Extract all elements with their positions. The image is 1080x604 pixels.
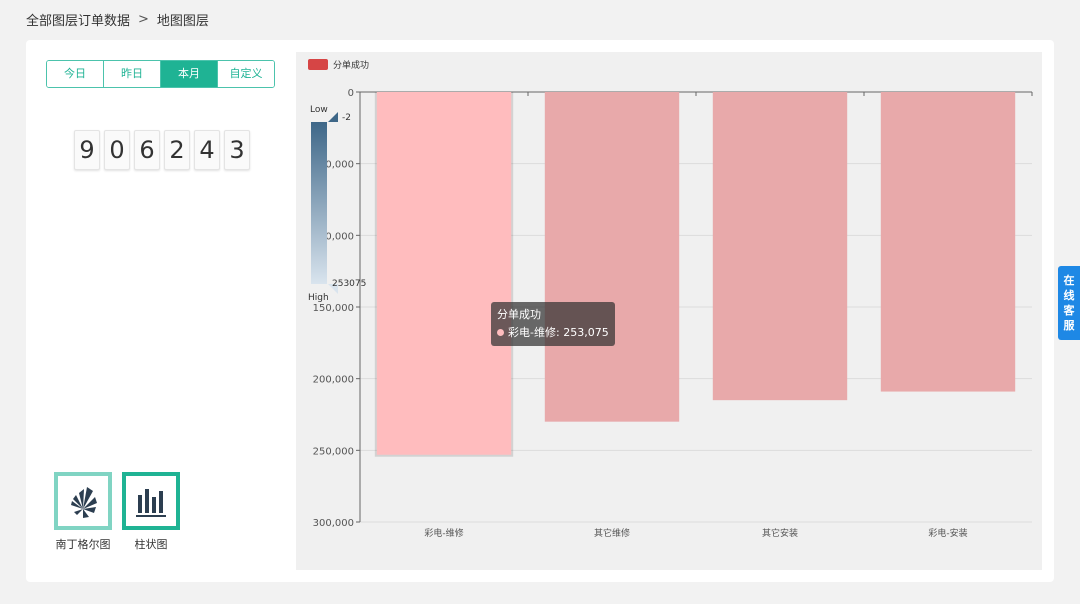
service-char: 客 bbox=[1063, 304, 1075, 317]
y-tick-label: 200,000 bbox=[313, 375, 354, 386]
bar-chart-svg: 0 50,000 100,000 150,000 200,000 250,000 300,0… bbox=[308, 59, 1033, 539]
visual-map-handle-bottom bbox=[328, 284, 338, 294]
x-tick-label: 彩电-安装 bbox=[928, 527, 967, 539]
counter-digit: 4 bbox=[194, 130, 220, 170]
visual-map-bar bbox=[311, 122, 327, 284]
bar-chart-button[interactable]: 柱状图 bbox=[122, 472, 180, 552]
visual-map-high-label: High bbox=[308, 293, 329, 303]
tab-this-month[interactable]: 本月 bbox=[161, 61, 218, 87]
visual-map-handle-top bbox=[328, 112, 338, 122]
y-tick-label: 250,000 bbox=[313, 446, 354, 457]
tab-yesterday[interactable]: 昨日 bbox=[104, 61, 161, 87]
y-tick-label: 150,000 bbox=[313, 303, 354, 314]
x-tick-label: 其它安装 bbox=[762, 527, 798, 539]
bar bbox=[376, 92, 512, 455]
counter-digit: 3 bbox=[224, 130, 250, 170]
bar bbox=[880, 92, 1016, 392]
nightingale-chart-icon[interactable] bbox=[54, 472, 112, 530]
service-char: 在 bbox=[1063, 274, 1075, 287]
tooltip-item: 彩电-维修: 253,075 bbox=[497, 324, 609, 342]
x-tick-label: 其它维修 bbox=[594, 527, 630, 539]
bar-chart-label: 柱状图 bbox=[134, 538, 168, 551]
service-char: 服 bbox=[1063, 319, 1075, 332]
counter-digit: 6 bbox=[134, 130, 160, 170]
visual-map-max-label: 253075 bbox=[332, 279, 366, 289]
counter-digit: 9 bbox=[74, 130, 100, 170]
counter-digit: 2 bbox=[164, 130, 190, 170]
chart-tooltip: 分单成功 彩电-维修: 253,075 bbox=[491, 301, 615, 346]
chart-type-switch: 南丁格尔图 柱状图 bbox=[54, 472, 180, 552]
main-panel: 今日 昨日 本月 自定义 9 0 6 2 4 3 bbox=[26, 40, 1054, 582]
y-tick-label: 50,000 bbox=[319, 160, 354, 171]
breadcrumb: 全部图层订单数据 > 地图图层 bbox=[26, 10, 209, 29]
service-char: 线 bbox=[1063, 289, 1075, 302]
online-service-button[interactable]: 在 线 客 服 bbox=[1058, 266, 1080, 340]
tab-today[interactable]: 今日 bbox=[47, 61, 104, 87]
visual-map-min-label: -2 bbox=[342, 113, 351, 123]
x-tick-label: 彩电-维修 bbox=[424, 527, 463, 539]
legend-swatch bbox=[308, 59, 328, 70]
tooltip-dot bbox=[497, 329, 505, 337]
bar bbox=[544, 92, 680, 422]
nightingale-chart-label: 南丁格尔图 bbox=[55, 538, 111, 551]
tooltip-item-text: 彩电-维修: 253,075 bbox=[508, 325, 609, 339]
bar-chart-icon[interactable] bbox=[122, 472, 180, 530]
breadcrumb-current: 地图图层 bbox=[156, 14, 209, 29]
tooltip-title: 分单成功 bbox=[497, 307, 542, 321]
nightingale-chart-button[interactable]: 南丁格尔图 bbox=[54, 472, 112, 552]
y-tick-label: 100,000 bbox=[313, 231, 354, 242]
visual-map-low-label: Low bbox=[310, 105, 328, 115]
bar-chart: 0 50,000 100,000 150,000 200,000 250,000 300,0… bbox=[296, 52, 1042, 570]
bar bbox=[712, 92, 848, 401]
breadcrumb-parent[interactable]: 全部图层订单数据 bbox=[26, 14, 131, 29]
order-counter: 9 0 6 2 4 3 bbox=[74, 130, 250, 170]
breadcrumb-separator: > bbox=[138, 12, 149, 27]
counter-digit: 0 bbox=[104, 130, 130, 170]
date-range-tabs: 今日 昨日 本月 自定义 bbox=[46, 60, 275, 88]
tab-custom[interactable]: 自定义 bbox=[218, 61, 274, 87]
y-tick-label: 300,000 bbox=[313, 518, 354, 529]
y-tick-label: 0 bbox=[348, 88, 354, 99]
legend-label: 分单成功 bbox=[333, 59, 369, 71]
